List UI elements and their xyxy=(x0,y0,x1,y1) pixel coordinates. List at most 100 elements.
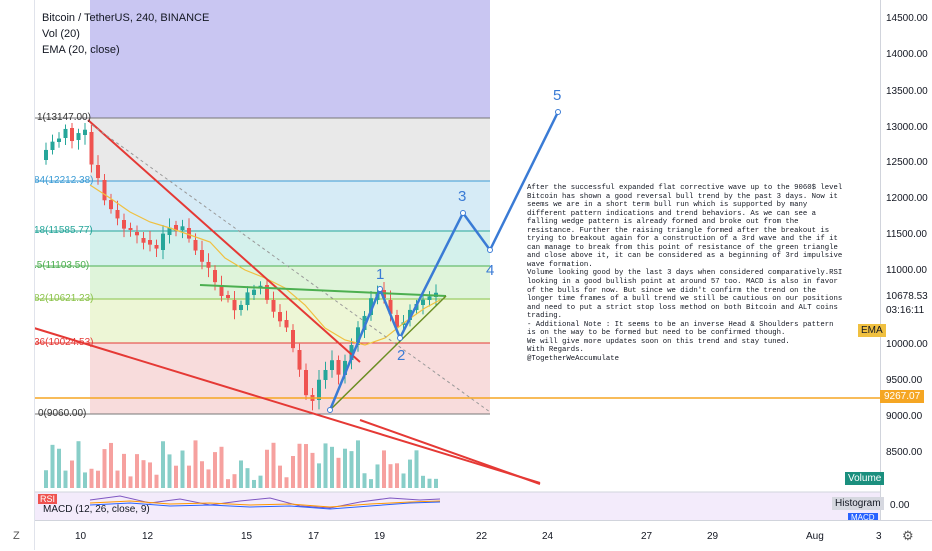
time-label-12: 12 xyxy=(142,531,154,542)
candle-body xyxy=(219,285,224,296)
ema-tag: EMA xyxy=(858,324,886,337)
volume-bar xyxy=(213,452,217,488)
note-line: looking in a good bullish point at aroun… xyxy=(527,278,838,287)
volume-bar xyxy=(362,473,367,488)
candle-body xyxy=(187,228,191,239)
candle-body xyxy=(427,296,432,300)
time-label-27: 27 xyxy=(641,531,653,542)
analysis-note[interactable]: After the successful expanded flat corre… xyxy=(527,184,872,363)
volume-bar xyxy=(284,477,289,488)
volume-bar xyxy=(310,452,315,488)
volume-bar xyxy=(317,463,321,488)
volume-bar xyxy=(343,448,347,488)
volume-bar xyxy=(44,470,48,488)
time-label-29: 29 xyxy=(707,531,719,542)
hline-price-tag: 9267.07 xyxy=(880,390,925,403)
macd-zero-label: 0.00 xyxy=(890,500,910,511)
note-line: resistance. Further the raising triangle… xyxy=(527,226,830,235)
price-axis[interactable] xyxy=(880,0,932,520)
fib-retracement-tool[interactable] xyxy=(34,0,490,415)
volume-bar xyxy=(96,470,100,488)
volume-bar xyxy=(154,474,159,488)
volume-bar xyxy=(219,446,224,488)
candle-body xyxy=(128,228,133,230)
note-line: @TogetherWeAccumulate xyxy=(527,354,619,363)
candle-body xyxy=(167,227,172,235)
left-toolbar xyxy=(0,0,35,550)
volume-bar xyxy=(401,473,406,488)
volume-bar xyxy=(382,450,386,488)
time-axis[interactable] xyxy=(34,520,932,551)
volume-bar xyxy=(245,468,250,488)
volume-bar xyxy=(167,454,172,488)
volume-bar xyxy=(369,479,373,488)
volume-indicator-label[interactable]: Vol (20) xyxy=(42,28,80,40)
price-label-8500: 8500.00 xyxy=(886,447,923,458)
volume-bar xyxy=(291,455,295,488)
macd-label: MACD (12, 26, close, 9) xyxy=(43,504,150,515)
volume-bar xyxy=(122,453,126,488)
time-label-19: 19 xyxy=(374,531,386,542)
candle-body xyxy=(109,200,113,210)
note-line: We will give more updates soon on this t… xyxy=(527,337,790,346)
fib-label-0236: 36(10024.53) xyxy=(34,337,94,348)
z-icon[interactable]: Z xyxy=(13,530,20,542)
volume-bar xyxy=(427,478,432,488)
elliott-wave-path[interactable] xyxy=(328,111,560,411)
volume-bar xyxy=(252,479,256,488)
volume-bar xyxy=(330,446,334,488)
volume-bar xyxy=(232,474,237,488)
fib-label-1: 1(13147.00) xyxy=(37,112,91,123)
price-label-10000: 10000.00 xyxy=(886,339,928,350)
price-label-9000: 9000.00 xyxy=(886,411,923,422)
note-line: falling wedge pattern is already formed … xyxy=(527,218,799,227)
symbol-title[interactable]: Bitcoin / TetherUS, 240, BINANCE xyxy=(42,12,210,24)
gear-icon[interactable]: ⚙ xyxy=(902,528,914,543)
ema-indicator-label[interactable]: EMA (20, close) xyxy=(42,44,120,56)
fib-label-0786: 84(12212.38) xyxy=(34,175,94,186)
macd-tag: MACD xyxy=(848,513,878,520)
candle-body xyxy=(122,220,126,229)
volume-bar xyxy=(414,450,419,488)
candle-body xyxy=(239,304,243,310)
candlestick-series xyxy=(44,123,438,411)
candle-body xyxy=(76,133,81,140)
candle-body xyxy=(304,370,308,396)
note-line: and need to put a strict stop loss metho… xyxy=(527,303,838,312)
time-label-17: 17 xyxy=(308,531,320,542)
volume-bar xyxy=(434,478,438,488)
note-line: - Additional Note : It seems to be an in… xyxy=(527,320,834,329)
note-line: With Regards. xyxy=(527,346,584,355)
time-label-10: 10 xyxy=(75,531,87,542)
candle-body xyxy=(193,240,198,251)
note-line: can manage to break from this point of r… xyxy=(527,243,838,252)
volume-bar xyxy=(76,441,81,488)
volume-bar xyxy=(70,460,74,488)
price-label-12000: 12000.00 xyxy=(886,193,928,204)
volume-bar xyxy=(109,442,113,488)
volume-bar xyxy=(239,460,243,488)
wave-label-4: 4 xyxy=(486,262,495,279)
note-line: After the successful expanded flat corre… xyxy=(527,184,843,192)
note-line: trying to breakout again for a construct… xyxy=(527,235,838,244)
time-label-22: 22 xyxy=(476,531,488,542)
candle-body xyxy=(336,360,341,375)
candle-body xyxy=(297,350,302,370)
note-line: is on the way to be formed but need to b… xyxy=(527,329,786,338)
candle-body xyxy=(206,262,211,268)
candle-body xyxy=(232,300,237,311)
volume-bar xyxy=(148,462,152,488)
volume-bar xyxy=(395,463,399,488)
volume-bar xyxy=(115,470,120,488)
falling-wedge[interactable] xyxy=(33,119,541,484)
wave-label-3: 3 xyxy=(458,188,467,205)
volume-bar xyxy=(57,448,61,488)
candle-body xyxy=(89,132,94,165)
rising-triangle[interactable] xyxy=(199,284,447,411)
wave-label-1: 1 xyxy=(376,266,385,283)
volume-bar xyxy=(421,475,425,488)
price-label-11500: 11500.00 xyxy=(886,229,927,240)
price-label-12500: 12500.00 xyxy=(886,157,928,168)
volume-bar xyxy=(388,464,393,488)
